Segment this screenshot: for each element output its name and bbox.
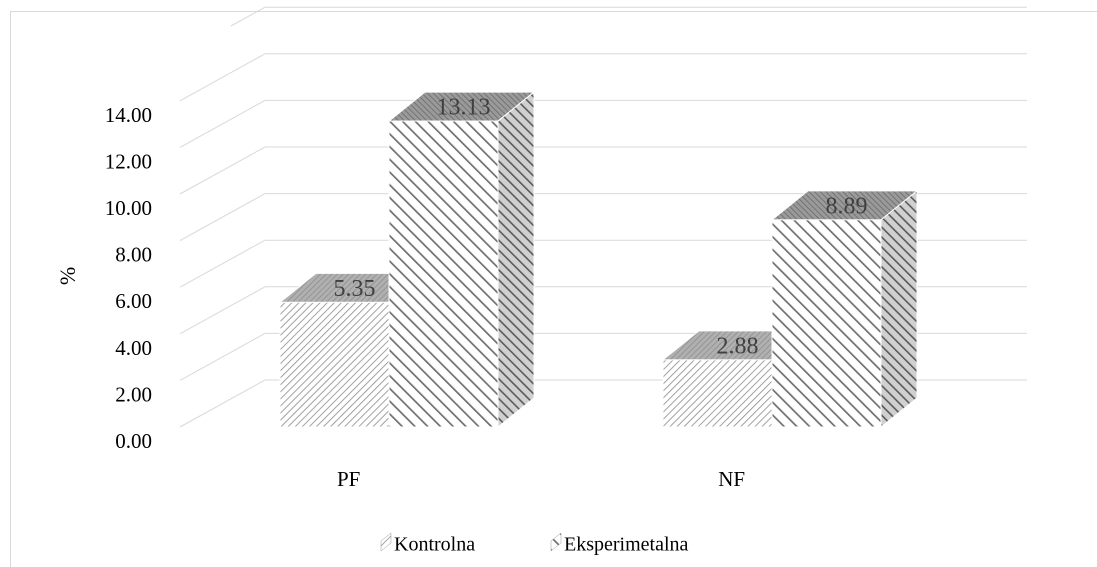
bar-eksperimetalna-nf bbox=[770, 189, 919, 429]
data-label: 5.35 bbox=[334, 276, 376, 302]
y-tick-label: 4.00 bbox=[115, 336, 152, 360]
bar-front bbox=[771, 219, 882, 428]
y-tick-label: 10.00 bbox=[105, 196, 152, 220]
x-tick-label: PF bbox=[337, 467, 360, 491]
y-tick-label: 8.00 bbox=[115, 243, 152, 267]
bar-side bbox=[880, 189, 918, 429]
bar-side bbox=[497, 91, 535, 429]
legend-item-eksperimetalna[interactable]: Eksperimetalna bbox=[550, 532, 689, 556]
gridline-diagonal bbox=[179, 99, 266, 148]
y-tick-label: 0.00 bbox=[115, 429, 152, 453]
legend-label-eksperimetalna: Eksperimetalna bbox=[564, 534, 689, 556]
y-tick-label: 12.00 bbox=[105, 149, 152, 173]
y-tick-label: 14.00 bbox=[105, 103, 152, 127]
y-tick-label: 2.00 bbox=[115, 382, 152, 406]
bar-front bbox=[388, 120, 499, 428]
x-tick-label: NF bbox=[718, 467, 745, 491]
data-label: 13.13 bbox=[437, 95, 491, 121]
gridline-diagonal bbox=[179, 193, 266, 242]
legend-label-kontrolna: Kontrolna bbox=[394, 534, 475, 556]
legend: Kontrolna Eksperimetalna bbox=[380, 532, 689, 556]
data-label: 2.88 bbox=[717, 333, 759, 359]
legend-swatch-kontrolna bbox=[380, 532, 392, 552]
gridline-diagonal bbox=[230, 6, 266, 27]
chart-frame bbox=[10, 11, 1097, 567]
gridline-diagonal bbox=[179, 286, 266, 335]
bar-front bbox=[662, 359, 773, 428]
y-tick-label: 6.00 bbox=[115, 289, 152, 313]
legend-swatch-eksperimetalna bbox=[550, 532, 562, 552]
data-label: 8.89 bbox=[826, 193, 868, 219]
gridline-diagonal bbox=[179, 53, 266, 102]
legend-item-kontrolna[interactable]: Kontrolna bbox=[380, 532, 475, 556]
bar-eksperimetalna-pf bbox=[387, 91, 536, 429]
gridline-diagonal bbox=[179, 146, 266, 195]
y-axis-label: % bbox=[55, 267, 80, 285]
gridline-diagonal bbox=[179, 332, 266, 381]
gridline-diagonal bbox=[179, 239, 266, 288]
gridline-diagonal bbox=[179, 379, 266, 428]
bar-front bbox=[279, 301, 390, 428]
